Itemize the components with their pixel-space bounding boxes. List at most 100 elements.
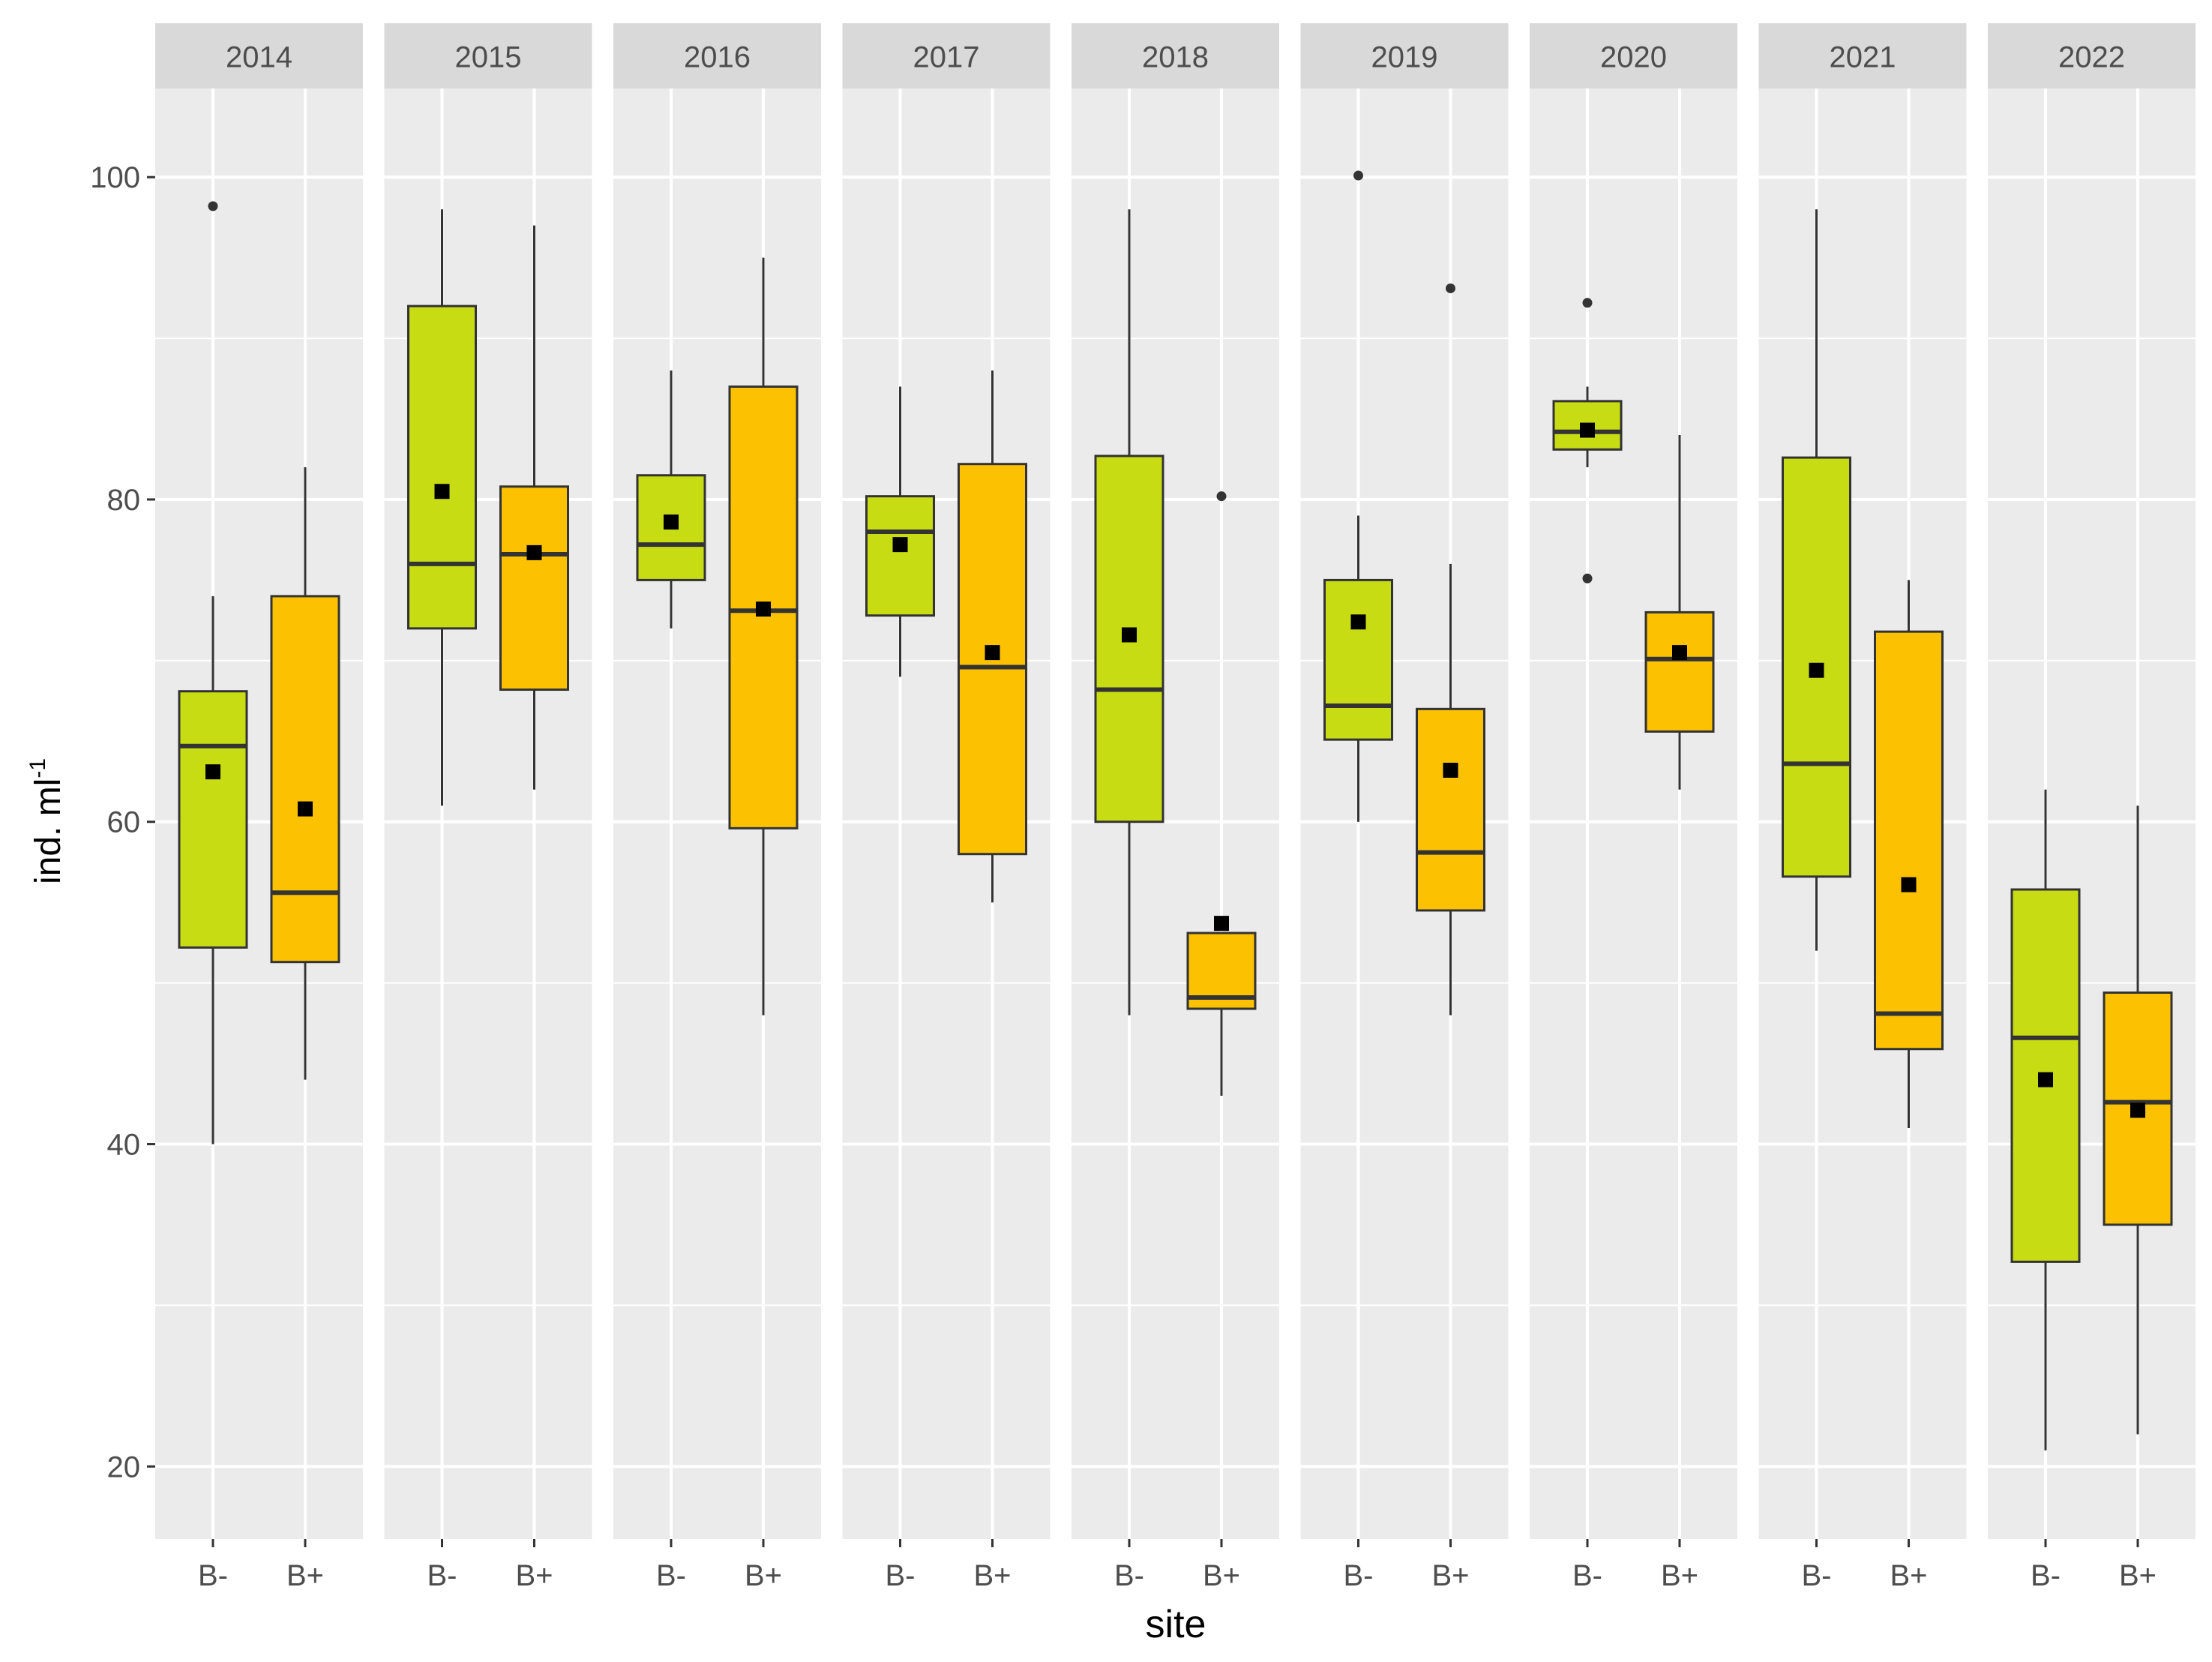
x-tick-label: B- — [198, 1559, 228, 1592]
y-tick-label: 80 — [107, 484, 141, 517]
x-tick-label: B+ — [745, 1559, 782, 1592]
box-2020-b-minus — [1552, 298, 1623, 584]
facet-panel-2014: 2014 B- B+ — [155, 23, 363, 1592]
x-axis-title: site — [1146, 1603, 1206, 1646]
box-2020-b-plus — [1644, 435, 1715, 790]
mean-marker — [2130, 1102, 2145, 1118]
outlier-point — [208, 201, 218, 212]
facet-strip-label: 2015 — [455, 41, 522, 74]
iqr-box — [270, 595, 340, 964]
facet-panel-2016: 2016 B- B+ — [613, 23, 821, 1592]
x-tick-label: B- — [1572, 1559, 1602, 1592]
facet-strip — [155, 23, 363, 88]
mean-marker — [1580, 422, 1595, 438]
mean-marker — [526, 544, 542, 560]
mean-marker — [434, 484, 450, 500]
y-axis-title: ind. ml-1 — [25, 758, 68, 884]
facet-strip — [1758, 23, 1967, 88]
mean-marker — [892, 537, 908, 553]
mean-marker — [1672, 645, 1687, 661]
x-tick-label: B+ — [1431, 1559, 1469, 1592]
box-2016-b-minus — [636, 370, 706, 628]
box-2018-b-plus — [1186, 491, 1257, 1096]
box-2015-b-minus — [407, 209, 477, 806]
y-tick-label: 40 — [107, 1129, 141, 1162]
facet-strip — [1530, 23, 1737, 88]
mean-marker — [985, 645, 1000, 661]
outlier-point — [1446, 283, 1455, 293]
facet-strip-label: 2014 — [226, 41, 292, 74]
facet-strip-label: 2019 — [1371, 41, 1438, 74]
facet-strip-label: 2017 — [913, 41, 980, 74]
mean-marker — [1809, 662, 1824, 678]
x-tick-label: B+ — [515, 1559, 553, 1592]
y-tick-label: 60 — [107, 806, 141, 839]
box-2014-b-plus — [270, 466, 340, 1080]
box-2018-b-minus — [1094, 209, 1164, 1016]
facet-strip-label: 2018 — [1142, 41, 1209, 74]
y-axis-title-superscript: -1 — [25, 758, 50, 778]
x-tick-label: B- — [886, 1559, 916, 1592]
mean-marker — [664, 514, 679, 530]
iqr-box — [1552, 400, 1623, 451]
box-2021-b-minus — [1782, 209, 1851, 951]
x-tick-label: B+ — [286, 1559, 324, 1592]
facet-strip — [1300, 23, 1509, 88]
facet-strip — [384, 23, 592, 88]
facet-strip — [1988, 23, 2196, 88]
iqr-box — [865, 495, 935, 617]
x-tick-label: B- — [656, 1559, 686, 1592]
facet-panel-2022: 2022 B- B+ — [1988, 23, 2196, 1592]
mean-marker — [1350, 614, 1366, 630]
iqr-box — [499, 485, 569, 692]
outlier-point — [1582, 573, 1593, 584]
x-tick-label: B+ — [973, 1559, 1011, 1592]
iqr-box — [178, 690, 248, 949]
mean-marker — [1214, 916, 1229, 932]
mean-marker — [1443, 762, 1458, 778]
box-2022-b-minus — [2010, 789, 2081, 1450]
facet-strip-label: 2021 — [1830, 41, 1896, 74]
iqr-box — [407, 304, 477, 630]
facet-strip — [613, 23, 821, 88]
x-tick-label: B- — [427, 1559, 457, 1592]
iqr-box — [1416, 707, 1485, 912]
x-tick-label: B- — [1344, 1559, 1374, 1592]
outlier-point — [1353, 170, 1363, 181]
box-2016-b-plus — [728, 257, 799, 1016]
facet-panel-2015: 2015 B- B+ — [384, 23, 592, 1592]
y-axis: 20 40 60 80 100 — [90, 161, 155, 1484]
facet-strip — [1072, 23, 1279, 88]
outlier-point — [1216, 491, 1227, 502]
x-tick-label: B+ — [1890, 1559, 1927, 1592]
panel-background — [1530, 88, 1737, 1539]
facet-strip — [842, 23, 1051, 88]
x-tick-label: B+ — [1203, 1559, 1240, 1592]
outlier-point — [1582, 298, 1593, 308]
mean-marker — [1122, 627, 1137, 643]
box-2014-b-minus — [178, 201, 248, 1144]
box-2017-b-minus — [865, 386, 935, 677]
x-tick-label: B+ — [1661, 1559, 1698, 1592]
iqr-box — [1874, 630, 1944, 1051]
facet-strip-label: 2022 — [2058, 41, 2125, 74]
x-tick-label: B- — [2031, 1559, 2061, 1592]
y-tick-label: 20 — [107, 1450, 141, 1484]
facet-panel-2020: 2020 B- B+ — [1530, 23, 1737, 1592]
iqr-box — [1323, 578, 1393, 741]
facet-panel-2021: 2021 B- B+ — [1758, 23, 1967, 1592]
y-axis-title-main: ind. ml — [28, 778, 68, 884]
facet-strip-label: 2016 — [684, 41, 751, 74]
x-tick-label: B- — [1802, 1559, 1832, 1592]
iqr-box — [1644, 610, 1715, 733]
box-2017-b-plus — [958, 370, 1027, 903]
mean-marker — [205, 764, 220, 780]
facet-panels: 2014 B- B+ 2015 B- B+ 2016 B- B+ 2017 B- B+ 2018 B- B+… — [155, 23, 2196, 1592]
x-tick-label: B+ — [2119, 1559, 2157, 1592]
facet-strip-label: 2020 — [1600, 41, 1667, 74]
mean-marker — [298, 801, 313, 817]
box-2015-b-plus — [499, 225, 569, 790]
facet-panel-2019: 2019 B- B+ — [1300, 23, 1509, 1592]
panel-background — [1988, 88, 2196, 1539]
